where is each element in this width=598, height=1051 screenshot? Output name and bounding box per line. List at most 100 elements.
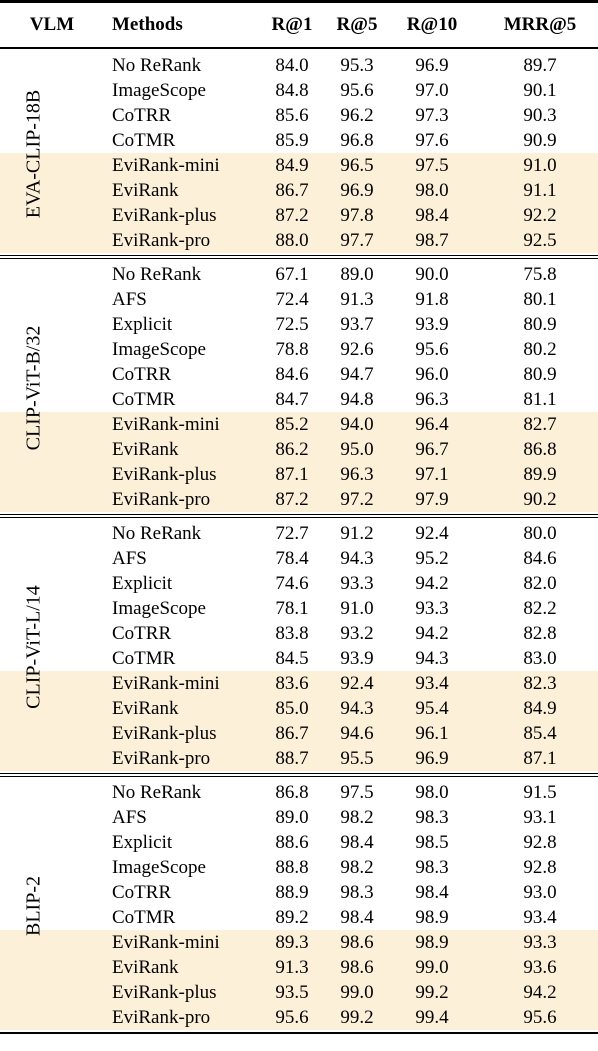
metric-value: 93.7 bbox=[340, 314, 374, 335]
method-name: ImageScope bbox=[112, 598, 206, 619]
metric-value: 97.7 bbox=[340, 230, 374, 251]
metric-value: 94.3 bbox=[415, 648, 449, 669]
metric-value: 85.0 bbox=[275, 698, 309, 719]
metric-value: 97.3 bbox=[415, 105, 449, 126]
method-name: EviRank-plus bbox=[112, 723, 217, 744]
metric-value: 93.9 bbox=[340, 648, 374, 669]
method-name: EviRank bbox=[112, 439, 179, 460]
method-name: CoTRR bbox=[112, 623, 172, 644]
metric-value: 84.8 bbox=[275, 80, 309, 101]
metric-value: 93.6 bbox=[523, 957, 557, 978]
group-rule bbox=[0, 255, 598, 256]
method-name: CoTRR bbox=[112, 105, 172, 126]
highlight-row bbox=[0, 671, 598, 696]
metric-value: 96.2 bbox=[340, 105, 374, 126]
metric-value: 86.8 bbox=[523, 439, 557, 460]
group-rule bbox=[0, 776, 598, 777]
metric-value: 86.7 bbox=[275, 723, 309, 744]
metric-value: 85.9 bbox=[275, 130, 309, 151]
metric-value: 90.3 bbox=[523, 105, 557, 126]
header-cell: R@10 bbox=[406, 14, 458, 35]
metric-value: 72.7 bbox=[275, 523, 309, 544]
vlm-label: CLIP-ViT-B/32 bbox=[22, 325, 45, 451]
metric-value: 88.0 bbox=[275, 230, 309, 251]
metric-value: 95.6 bbox=[415, 339, 449, 360]
metric-value: 94.3 bbox=[340, 548, 374, 569]
metric-value: 85.2 bbox=[275, 414, 309, 435]
metric-value: 91.2 bbox=[340, 523, 374, 544]
method-name: AFS bbox=[112, 548, 147, 569]
metric-value: 99.2 bbox=[340, 1007, 374, 1028]
method-name: EviRank-mini bbox=[112, 673, 220, 694]
metric-value: 99.4 bbox=[415, 1007, 449, 1028]
metric-value: 80.0 bbox=[523, 523, 557, 544]
metric-value: 86.7 bbox=[275, 180, 309, 201]
metric-value: 97.0 bbox=[415, 80, 449, 101]
metric-value: 97.6 bbox=[415, 130, 449, 151]
metric-value: 96.0 bbox=[415, 364, 449, 385]
header-cell: Methods bbox=[112, 14, 183, 35]
metric-value: 89.3 bbox=[275, 932, 309, 953]
method-name: CoTMR bbox=[112, 648, 176, 669]
metric-value: 78.4 bbox=[275, 548, 309, 569]
method-name: Explicit bbox=[112, 573, 173, 594]
method-name: CoTMR bbox=[112, 389, 176, 410]
highlight-row bbox=[0, 437, 598, 462]
metric-value: 96.7 bbox=[415, 439, 449, 460]
metric-value: 91.0 bbox=[523, 155, 557, 176]
metric-value: 95.5 bbox=[340, 748, 374, 769]
metric-value: 98.9 bbox=[415, 932, 449, 953]
group-rule bbox=[0, 773, 598, 774]
metric-value: 85.6 bbox=[275, 105, 309, 126]
metric-value: 75.8 bbox=[523, 264, 557, 285]
metric-value: 84.6 bbox=[523, 548, 557, 569]
metric-value: 84.9 bbox=[275, 155, 309, 176]
metric-value: 92.8 bbox=[523, 857, 557, 878]
metric-value: 83.8 bbox=[275, 623, 309, 644]
metric-value: 88.6 bbox=[275, 832, 309, 853]
metric-value: 82.7 bbox=[523, 414, 557, 435]
bottom-rule bbox=[0, 1032, 598, 1034]
method-name: ImageScope bbox=[112, 339, 206, 360]
metric-value: 92.4 bbox=[415, 523, 449, 544]
method-name: No ReRank bbox=[112, 264, 202, 285]
metric-value: 82.0 bbox=[523, 573, 557, 594]
metric-value: 97.2 bbox=[340, 489, 374, 510]
metric-value: 95.4 bbox=[415, 698, 449, 719]
metric-value: 96.1 bbox=[415, 723, 449, 744]
method-name: EviRank-pro bbox=[112, 748, 211, 769]
method-name: EviRank bbox=[112, 957, 179, 978]
metric-value: 98.4 bbox=[415, 205, 449, 226]
metric-value: 67.1 bbox=[275, 264, 309, 285]
metric-value: 98.3 bbox=[415, 857, 449, 878]
metric-value: 93.3 bbox=[523, 932, 557, 953]
metric-value: 98.4 bbox=[340, 832, 374, 853]
metric-value: 87.1 bbox=[275, 464, 309, 485]
metric-value: 96.9 bbox=[415, 748, 449, 769]
metric-value: 98.6 bbox=[340, 932, 374, 953]
metric-value: 84.6 bbox=[275, 364, 309, 385]
method-name: ImageScope bbox=[112, 80, 206, 101]
metric-value: 92.4 bbox=[340, 673, 374, 694]
top-rule bbox=[0, 0, 598, 3]
method-name: EviRank-plus bbox=[112, 205, 217, 226]
metric-value: 91.8 bbox=[415, 289, 449, 310]
highlight-row bbox=[0, 696, 598, 721]
metric-value: 86.8 bbox=[275, 782, 309, 803]
highlight-row bbox=[0, 980, 598, 1005]
metric-value: 74.6 bbox=[275, 573, 309, 594]
metric-value: 97.8 bbox=[340, 205, 374, 226]
highlight-row bbox=[0, 412, 598, 437]
vlm-label: EVA-CLIP-18B bbox=[22, 89, 45, 219]
metric-value: 84.7 bbox=[275, 389, 309, 410]
method-name: EviRank-plus bbox=[112, 982, 217, 1003]
metric-value: 93.9 bbox=[415, 314, 449, 335]
metric-value: 86.2 bbox=[275, 439, 309, 460]
method-name: Explicit bbox=[112, 832, 173, 853]
highlight-row bbox=[0, 746, 598, 771]
method-name: AFS bbox=[112, 807, 147, 828]
group-rule bbox=[0, 517, 598, 518]
metric-value: 96.3 bbox=[415, 389, 449, 410]
method-name: No ReRank bbox=[112, 523, 202, 544]
